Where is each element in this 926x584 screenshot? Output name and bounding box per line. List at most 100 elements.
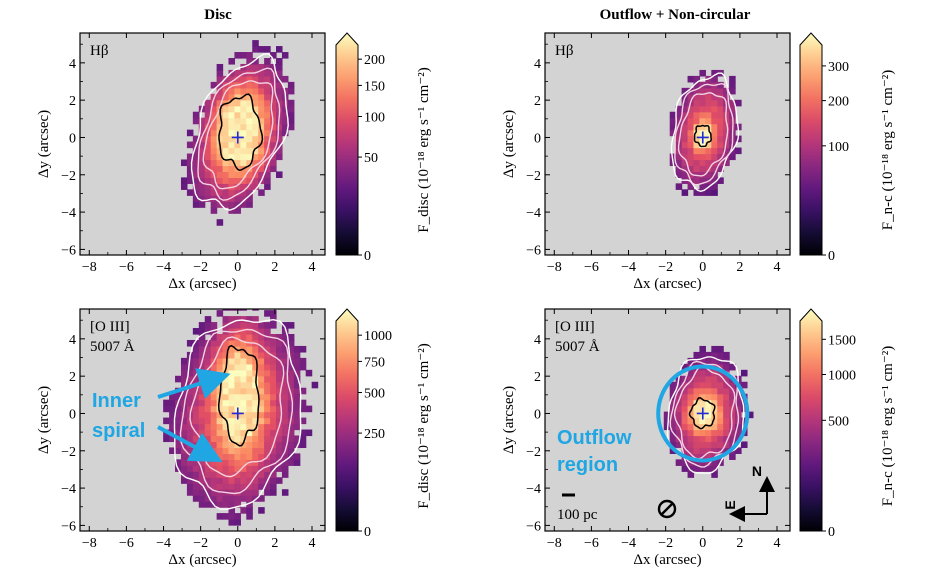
contours <box>670 72 740 193</box>
x-tick-label: −2 <box>658 260 673 275</box>
colorbar: 0 50 100 150 200 F_disc (10⁻¹⁸ erg s⁻¹ cm⁻²) <box>335 32 432 264</box>
x-tick-label: 4 <box>774 260 781 275</box>
panel-label-line: Hβ <box>90 43 108 59</box>
y-tick-label: −4 <box>526 206 541 221</box>
x-tick-label: 0 <box>699 260 706 275</box>
colorbar-tick-label: 150 <box>364 79 385 94</box>
y-tick-label: 4 <box>534 57 541 72</box>
x-tick-label: −2 <box>658 536 673 551</box>
x-tick-label: −2 <box>193 536 208 551</box>
inner-spiral-annotation: Inner spiral <box>92 368 231 463</box>
colorbar-tick-label: 0 <box>364 249 371 264</box>
white-contour <box>202 80 274 190</box>
annotation-text: spiral <box>92 420 145 442</box>
colorbar-tick-label: 100 <box>828 140 849 155</box>
x-tick-label: 0 <box>234 536 241 551</box>
colorbar-tick-label: 0 <box>828 249 835 264</box>
center-marker <box>231 407 244 420</box>
panel-nc-oiii: −8 −6 −4 −2 0 2 4 −6 −4 −2 0 2 4 Δx (arcsec) Δy (arcse… <box>501 308 896 568</box>
annotation-text: Outflow <box>557 427 632 449</box>
y-tick-label: −4 <box>61 206 76 221</box>
white-contour <box>674 82 734 186</box>
white-contour <box>670 72 740 193</box>
colorbar-tick-label: 1500 <box>828 333 856 348</box>
colorbar-body <box>799 32 823 256</box>
colorbar-label: F_disc (10⁻¹⁸ erg s⁻¹ cm⁻²) <box>416 343 432 509</box>
center-marker <box>231 131 244 144</box>
y-tick-label: −2 <box>61 445 76 460</box>
compass-north-label: N <box>752 463 762 479</box>
x-tick-label: 2 <box>271 260 278 275</box>
colorbar-tick-label: 0 <box>364 525 371 540</box>
y-tick-label: 2 <box>69 370 76 385</box>
black-contour <box>688 397 716 430</box>
x-tick-label: 4 <box>774 536 781 551</box>
plot-frame <box>79 32 326 256</box>
white-contour <box>666 356 745 474</box>
colorbar-label: F_n-c (10⁻¹⁸ erg s⁻¹ cm⁻²) <box>880 70 896 231</box>
white-contour <box>173 318 302 510</box>
x-tick-label: −2 <box>193 260 208 275</box>
y-tick-label: 2 <box>534 94 541 109</box>
x-axis-label: Δx (arcsec) <box>633 276 701 292</box>
plot-background <box>545 33 790 255</box>
y-tick-label: −4 <box>61 482 76 497</box>
x-tick-label: −6 <box>119 536 134 551</box>
x-tick-label: 0 <box>234 260 241 275</box>
colorbar-tick-label: 500 <box>364 387 385 402</box>
y-tick-label: 2 <box>534 370 541 385</box>
colorbar-body <box>335 308 359 532</box>
contours <box>190 53 289 211</box>
x-tick-label: −4 <box>621 260 636 275</box>
y-tick-label: 2 <box>69 94 76 109</box>
y-tick-label: 0 <box>534 131 541 146</box>
panel-label-line: [O III] <box>555 319 595 335</box>
outflow-region-annotation: Outflow region <box>557 364 750 476</box>
x-tick-label: 2 <box>736 536 743 551</box>
panel-disc-oiii: −8 −6 −4 −2 0 2 4 −6 −4 −2 0 2 4 Δx (arcsec) Δy (arcse… <box>36 308 432 568</box>
y-tick-label: −2 <box>61 169 76 184</box>
colorbar-tick-label: 50 <box>364 151 378 166</box>
y-tick-label: −6 <box>61 519 76 534</box>
center-marker <box>696 407 709 420</box>
colorbar-tick-label: 500 <box>828 414 849 429</box>
y-tick-label: 4 <box>534 333 541 348</box>
column-title-outflow: Outflow + Non-circular <box>600 7 751 23</box>
x-tick-label: −4 <box>156 536 171 551</box>
x-tick-label: −8 <box>547 536 562 551</box>
plot-frame <box>544 308 791 532</box>
y-axis-label: Δy (arcsec) <box>36 110 52 178</box>
x-tick-label: −6 <box>584 536 599 551</box>
scale-bar: 100 pc <box>557 493 677 523</box>
plot-frame <box>544 32 791 256</box>
colorbar-label: F_n-c (10⁻¹⁸ erg s⁻¹ cm⁻²) <box>880 346 896 507</box>
y-tick-label: 4 <box>69 57 76 72</box>
colorbar-tick-label: 200 <box>364 53 385 68</box>
y-axis-label: Δy (arcsec) <box>501 110 517 178</box>
colorbar-tick-label: 0 <box>828 525 835 540</box>
heatmap-pixels <box>180 40 295 226</box>
black-contour <box>218 93 264 172</box>
x-tick-label: 2 <box>736 260 743 275</box>
beam-hatch <box>661 503 673 515</box>
center-marker <box>696 131 709 144</box>
y-tick-label: −2 <box>526 445 541 460</box>
panel-label-line: 5007 Å <box>90 339 135 355</box>
colorbar-tick-label: 200 <box>828 95 849 110</box>
colorbar-tick-label: 300 <box>828 60 849 75</box>
colorbar-tick-label: 250 <box>364 427 385 442</box>
x-tick-label: −4 <box>156 260 171 275</box>
y-tick-label: 0 <box>69 131 76 146</box>
colorbar: 0 250 500 750 1000 F_disc (10⁻¹⁸ erg s⁻¹ cm⁻²… <box>335 308 432 540</box>
colorbar-tick-label: 100 <box>364 111 385 126</box>
y-tick-label: −2 <box>526 169 541 184</box>
column-title-disc: Disc <box>204 7 232 23</box>
x-tick-label: −4 <box>621 536 636 551</box>
white-contour <box>190 53 289 211</box>
colorbar: 0 500 1000 1500 F_n-c (10⁻¹⁸ erg s⁻¹ cm⁻²) <box>799 308 896 540</box>
annotation-arrow <box>157 425 223 463</box>
colorbar-body <box>335 32 359 256</box>
x-tick-label: −8 <box>82 536 97 551</box>
panel-label-line: 5007 Å <box>555 339 600 355</box>
